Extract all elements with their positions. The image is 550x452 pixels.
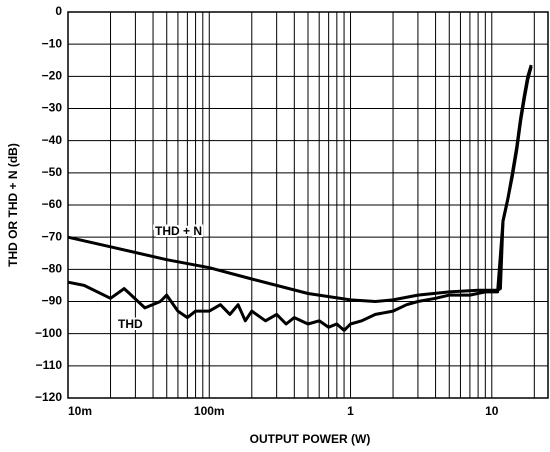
series-line <box>67 66 533 332</box>
series-label: THD + N <box>155 224 202 238</box>
y-tick-label: −120 <box>35 390 62 404</box>
series-line <box>67 64 533 303</box>
y-tick-label: −90 <box>42 294 63 308</box>
y-tick-label: −70 <box>42 229 63 243</box>
y-tick-label: −80 <box>42 262 63 276</box>
y-tick-label: −40 <box>42 133 63 147</box>
y-tick-label: −100 <box>35 326 62 340</box>
y-tick-label: 0 <box>55 4 62 18</box>
y-tick-label: −110 <box>36 358 63 372</box>
y-axis-title: THD OR THD + N (dB) <box>6 143 20 267</box>
x-axis-title: OUTPUT POWER (W) <box>250 432 371 446</box>
y-tick-label: −20 <box>42 69 63 83</box>
x-tick-label: 100m <box>194 404 225 418</box>
x-tick-label: 1 <box>347 404 354 418</box>
y-tick-label: −10 <box>42 36 63 50</box>
x-tick-label: 10 <box>485 404 499 418</box>
y-tick-label: −50 <box>42 165 63 179</box>
series-label: THD <box>118 317 143 331</box>
y-tick-label: −60 <box>42 197 63 211</box>
y-tick-label: −30 <box>42 101 63 115</box>
x-tick-label: 10m <box>68 404 92 418</box>
